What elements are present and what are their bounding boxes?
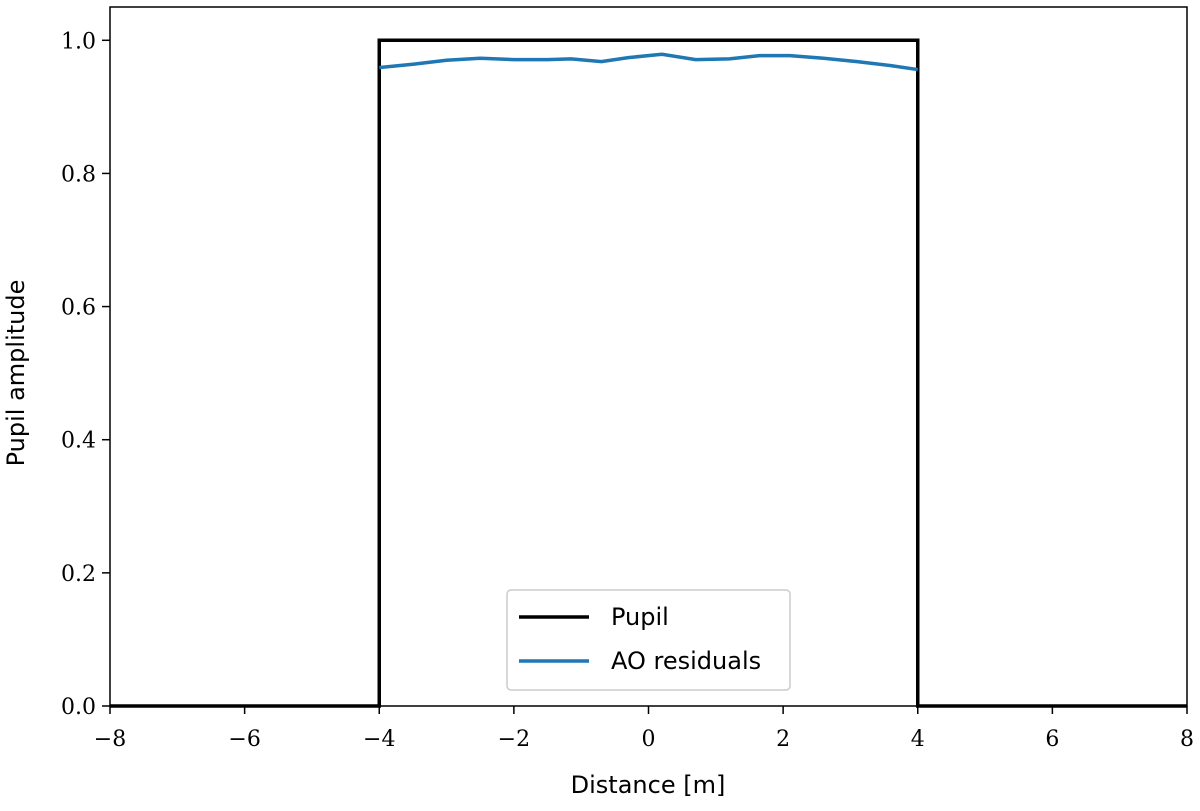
plot-frame <box>109 6 1188 707</box>
legend-label: Pupil <box>611 603 669 631</box>
y-tick-label: 0.0 <box>61 695 96 720</box>
x-tick-label: 4 <box>911 727 925 752</box>
x-axis-label: Distance [m] <box>571 771 726 799</box>
x-tick-label: −6 <box>228 727 260 752</box>
y-tick-label: 0.8 <box>61 162 96 187</box>
legend-label: AO residuals <box>611 647 761 675</box>
x-tick-label: 6 <box>1045 727 1059 752</box>
x-tick-label: −4 <box>363 727 395 752</box>
x-tick-label: 0 <box>642 727 656 752</box>
y-axis-label: Pupil amplitude <box>2 280 30 467</box>
legend-box <box>506 589 791 691</box>
x-tick-label: −8 <box>94 727 126 752</box>
y-tick-label: 1.0 <box>61 29 96 54</box>
series-line <box>379 52 919 72</box>
x-tick-label: −2 <box>498 727 530 752</box>
x-tick-label: 2 <box>776 727 790 752</box>
x-tick-label: 8 <box>1180 727 1194 752</box>
y-tick-label: 0.2 <box>61 562 96 587</box>
y-tick-label: 0.4 <box>61 429 96 454</box>
y-tick-label: 0.6 <box>61 296 96 321</box>
